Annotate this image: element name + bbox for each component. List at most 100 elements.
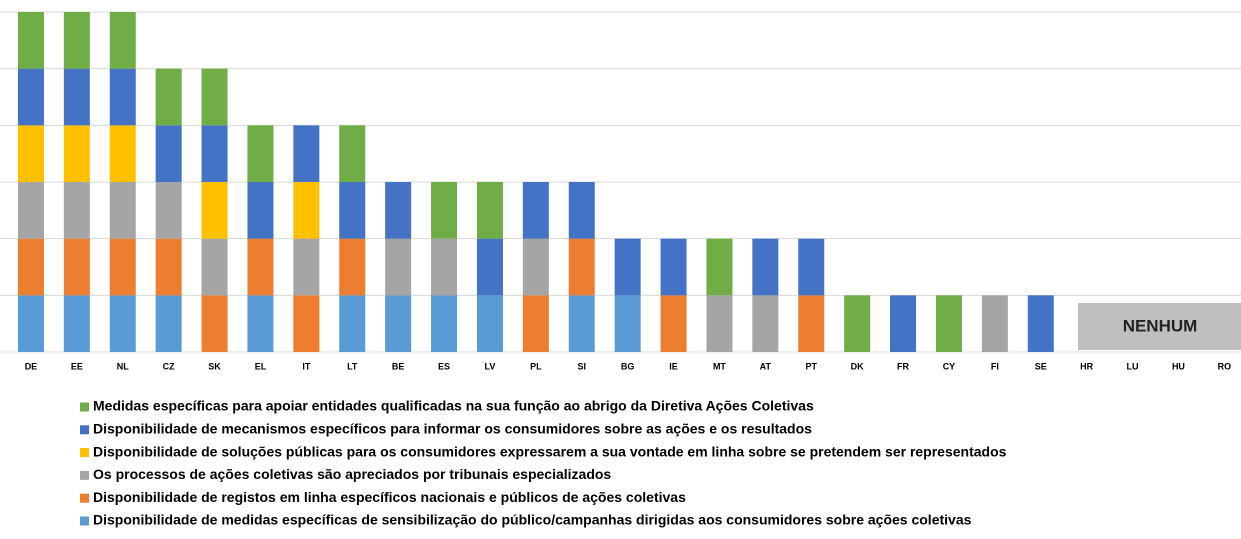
bar-segment [109, 182, 136, 239]
legend-label: Disponibilidade de medidas específicas d… [93, 512, 972, 528]
x-tick-label: SE [1035, 361, 1047, 371]
bar-segment [385, 182, 412, 239]
x-tick-label: DE [25, 361, 38, 371]
x-tick-label: AT [760, 361, 772, 371]
bar-segment [339, 125, 366, 182]
bar-segment [660, 295, 687, 352]
bar-segment [155, 295, 182, 352]
bar-segment [522, 182, 549, 239]
bar-segment [201, 182, 228, 239]
bar-segment [935, 295, 962, 352]
bar-segment [476, 182, 503, 239]
bar-segment [247, 182, 274, 239]
bar-segment [247, 295, 274, 352]
bar-segment [476, 295, 503, 352]
x-tick-label: LT [347, 361, 358, 371]
x-tick-label: BE [392, 361, 405, 371]
bar-segment [63, 295, 90, 352]
bar-segment [293, 238, 320, 296]
bar-segment [522, 238, 549, 296]
bar-segment [293, 295, 320, 352]
legend-label: Medidas específicas para apoiar entidade… [93, 398, 814, 414]
bar-segment [614, 238, 641, 296]
bar-segment [17, 125, 44, 182]
bar-segment [109, 12, 136, 69]
bar-segment [339, 238, 366, 296]
x-tick-label: LV [485, 361, 496, 371]
bar-segment [476, 238, 503, 296]
x-tick-label: HR [1080, 361, 1093, 371]
bar-segment [431, 295, 458, 352]
bar-segment [844, 295, 871, 352]
bar-segment [63, 182, 90, 239]
bar-segment [109, 125, 136, 182]
x-tick-label: CY [943, 361, 956, 371]
bar-segment [385, 238, 412, 296]
x-tick-label: EL [255, 361, 267, 371]
x-tick-label: SI [577, 361, 586, 371]
x-tick-label: SK [208, 361, 221, 371]
bar-segment [890, 295, 917, 352]
legend-label: Disponibilidade de mecanismos específico… [93, 421, 812, 437]
bar-segment [798, 238, 825, 296]
annotation: NENHUM [1123, 316, 1198, 335]
x-tick-label: MT [713, 361, 726, 371]
bar-segment [568, 295, 595, 352]
bar-segment [17, 68, 44, 126]
x-tick-label: LU [1127, 361, 1139, 371]
bar-segment [155, 125, 182, 182]
bar-segment [431, 182, 458, 239]
x-tick-label: ES [438, 361, 450, 371]
bar-segment [614, 295, 641, 352]
x-tick-label: FI [991, 361, 999, 371]
none-box [1078, 303, 1241, 350]
bar-segment [706, 238, 733, 296]
x-tick-label: DK [851, 361, 864, 371]
legend-swatch [80, 402, 89, 412]
bar-segment [155, 238, 182, 296]
legend-swatch [80, 448, 89, 458]
x-tick-label: PL [530, 361, 542, 371]
bar-segment [568, 182, 595, 239]
x-tick-label: FR [897, 361, 909, 371]
bar-segment [155, 68, 182, 126]
bar-segment [63, 12, 90, 69]
bar-segment [109, 68, 136, 126]
x-tick-label: IE [669, 361, 678, 371]
bar-segment [522, 295, 549, 352]
bar-segment [109, 238, 136, 296]
bar-segment [339, 295, 366, 352]
bar-segment [201, 125, 228, 182]
legend-swatch [80, 493, 89, 503]
legend-swatch [80, 516, 89, 526]
bar-segment [17, 12, 44, 69]
bar-segment [155, 182, 182, 239]
x-tick-label: EE [71, 361, 83, 371]
bar-segment [17, 295, 44, 352]
bar-segment [201, 238, 228, 296]
bar-segment [568, 238, 595, 296]
legend-label: Os processos de ações coletivas são apre… [93, 466, 611, 482]
bar-segment [17, 182, 44, 239]
x-tick-label: RO [1218, 361, 1232, 371]
bar-segment [293, 182, 320, 239]
bar-segment [981, 295, 1008, 352]
bar-segment [63, 68, 90, 126]
x-tick-label: BG [621, 361, 635, 371]
x-tick-label: IT [302, 361, 311, 371]
bar-segment [752, 295, 779, 352]
bar-segment [17, 238, 44, 296]
legend-label: Disponibilidade de soluções públicas par… [93, 443, 1007, 459]
x-tick-label: CZ [163, 361, 175, 371]
bar-segment [247, 238, 274, 296]
bar-segment [385, 295, 412, 352]
bar-segment [293, 125, 320, 182]
bar-segment [247, 125, 274, 182]
bar-segment [706, 295, 733, 352]
bar-segment [63, 125, 90, 182]
legend-swatch [80, 470, 89, 480]
bar-segment [63, 238, 90, 296]
bar-segment [109, 295, 136, 352]
bar-segment [798, 295, 825, 352]
